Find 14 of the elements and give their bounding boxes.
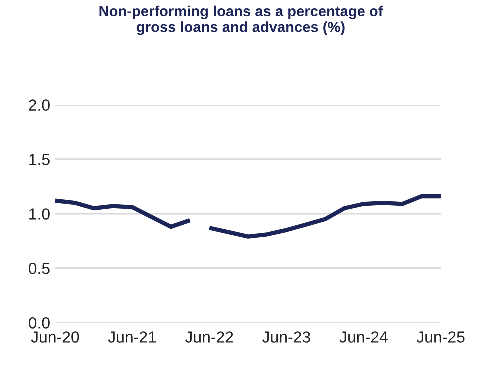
- chart-title: Non-performing loans as a percentage of gross loans and advances (%): [100, 6, 384, 36]
- y-tick-label: 1.0: [30, 208, 50, 220]
- x-tick-label: Jun-24: [340, 332, 388, 343]
- line-series: [208, 194, 442, 239]
- y-tick-label: 1.5: [30, 154, 50, 166]
- y-tick-label: 0.0: [28, 318, 50, 329]
- y-tick-label: 2.0: [29, 100, 50, 111]
- y-tick-label: 0.5: [28, 263, 50, 274]
- x-tick-label: Jun-21: [108, 332, 156, 343]
- x-tick-label: Jun-20: [31, 332, 80, 343]
- x-tick-label: Jun-23: [262, 332, 310, 343]
- x-tick-label: Jun-25: [416, 332, 465, 343]
- line-series: [55, 198, 192, 230]
- x-tick-label: Jun-22: [185, 332, 234, 343]
